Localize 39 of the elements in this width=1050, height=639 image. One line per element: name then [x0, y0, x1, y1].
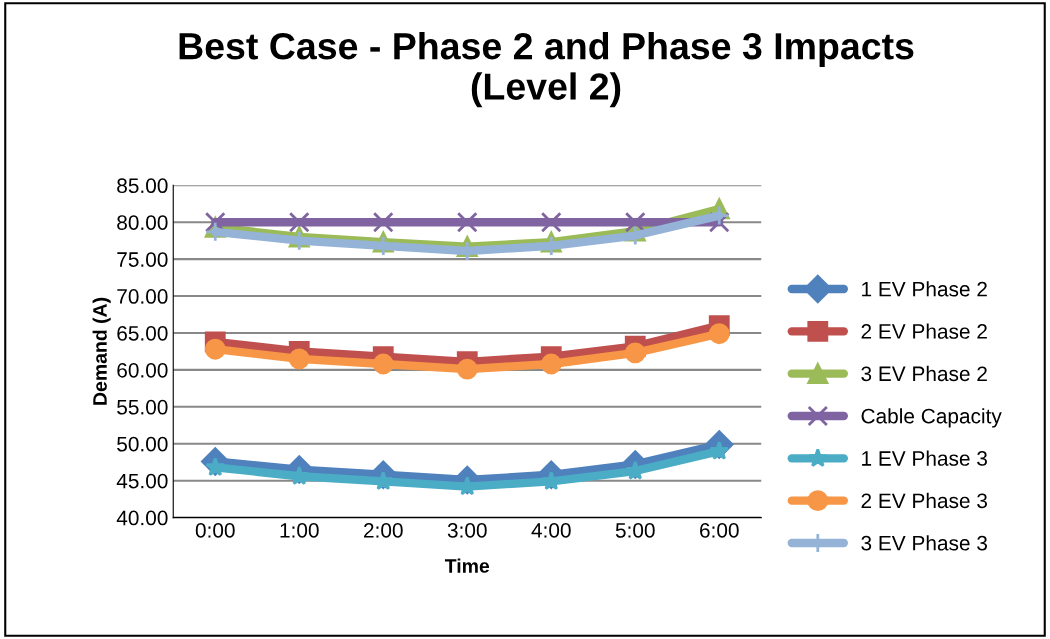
y-tick-label: 50.00 [117, 436, 168, 452]
y-tick-label: 70.00 [117, 289, 168, 304]
legend-label: Cable Capacity [861, 408, 1002, 428]
point [456, 211, 478, 233]
x-tick-label: 0:00 [195, 523, 235, 538]
y-tick-label: 55.00 [117, 399, 168, 415]
y-axis-title: Demand (A) [92, 297, 111, 405]
y-tick-label: 80.00 [117, 215, 168, 230]
y-tick-label: 40.00 [116, 510, 168, 526]
y-tick-label: 45.00 [116, 473, 168, 489]
point [456, 358, 478, 380]
point [372, 211, 394, 233]
y-tick-label: 85.00 [117, 178, 168, 194]
y-tick-label: 65.00 [117, 325, 168, 341]
point [624, 342, 646, 364]
legend-label: 2 EV Phase 3 [861, 492, 987, 509]
point [708, 323, 730, 345]
chart-title: Best Case - Phase 2 and Phase 3 Impacts (Level 2) [179, 31, 914, 108]
x-tick-label: 6:00 [700, 523, 739, 538]
y-tick-label: 60.00 [117, 362, 168, 378]
legend-label: 1 EV Phase 3 [862, 450, 987, 466]
legend-label: 3 EV Phase 2 [861, 365, 987, 382]
point [540, 353, 562, 375]
x-tick-label: 4:00 [531, 523, 571, 538]
x-tick-label: 3:00 [447, 523, 487, 538]
x-axis-title: Time [444, 558, 490, 573]
point [372, 353, 394, 375]
legend-label: 1 EV Phase 2 [862, 281, 987, 297]
y-tick-label: 75.00 [117, 252, 168, 267]
point [288, 211, 310, 233]
legend-label: 3 EV Phase 3 [861, 535, 987, 551]
point [288, 348, 310, 370]
x-tick-label: 2:00 [364, 523, 403, 538]
legend-label: 2 EV Phase 2 [861, 323, 987, 339]
point [204, 338, 226, 360]
x-tick-label: 1:00 [280, 523, 319, 538]
x-tick-label: 5:00 [615, 523, 655, 538]
point [624, 211, 646, 233]
point [540, 211, 562, 233]
